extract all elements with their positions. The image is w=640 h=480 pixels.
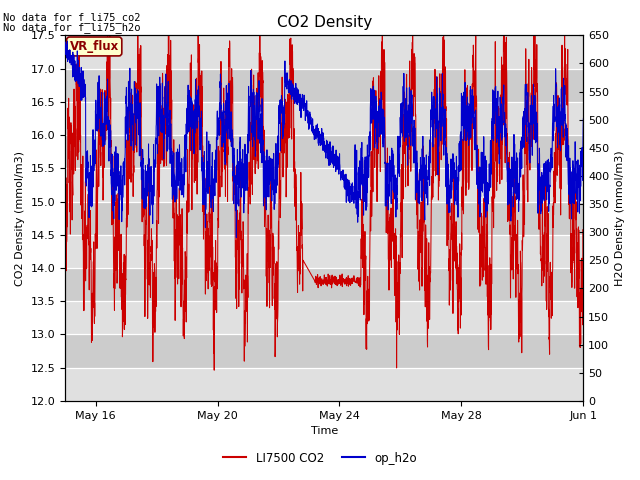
Bar [65, 301, 584, 335]
Bar [65, 102, 584, 135]
Bar [65, 168, 584, 202]
Bar [65, 368, 584, 401]
Text: VR_flux: VR_flux [70, 40, 119, 53]
Bar [65, 202, 584, 235]
Text: No data for f_li75_co2: No data for f_li75_co2 [3, 12, 141, 23]
Bar [65, 268, 584, 301]
Bar [65, 235, 584, 268]
Legend: LI7500 CO2, op_h2o: LI7500 CO2, op_h2o [218, 447, 422, 469]
Bar [65, 135, 584, 168]
Title: CO2 Density: CO2 Density [276, 15, 372, 30]
Bar [65, 335, 584, 368]
Y-axis label: H2O Density (mmol/m3): H2O Density (mmol/m3) [615, 150, 625, 286]
X-axis label: Time: Time [310, 426, 338, 436]
Y-axis label: CO2 Density (mmol/m3): CO2 Density (mmol/m3) [15, 151, 25, 286]
Bar [65, 36, 584, 69]
Text: No data for f_li75_h2o: No data for f_li75_h2o [3, 22, 141, 33]
Bar [65, 69, 584, 102]
